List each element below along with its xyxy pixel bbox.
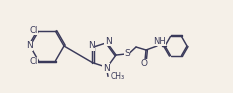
Text: N: N [103, 64, 109, 73]
Text: S: S [124, 49, 130, 58]
Text: O: O [140, 60, 147, 69]
Text: N: N [88, 41, 95, 50]
Text: N: N [105, 37, 111, 46]
Text: NH: NH [153, 36, 165, 45]
Text: Cl: Cl [29, 26, 38, 35]
Text: Cl: Cl [29, 57, 38, 66]
Text: N: N [26, 41, 33, 50]
Text: CH₃: CH₃ [111, 72, 125, 81]
